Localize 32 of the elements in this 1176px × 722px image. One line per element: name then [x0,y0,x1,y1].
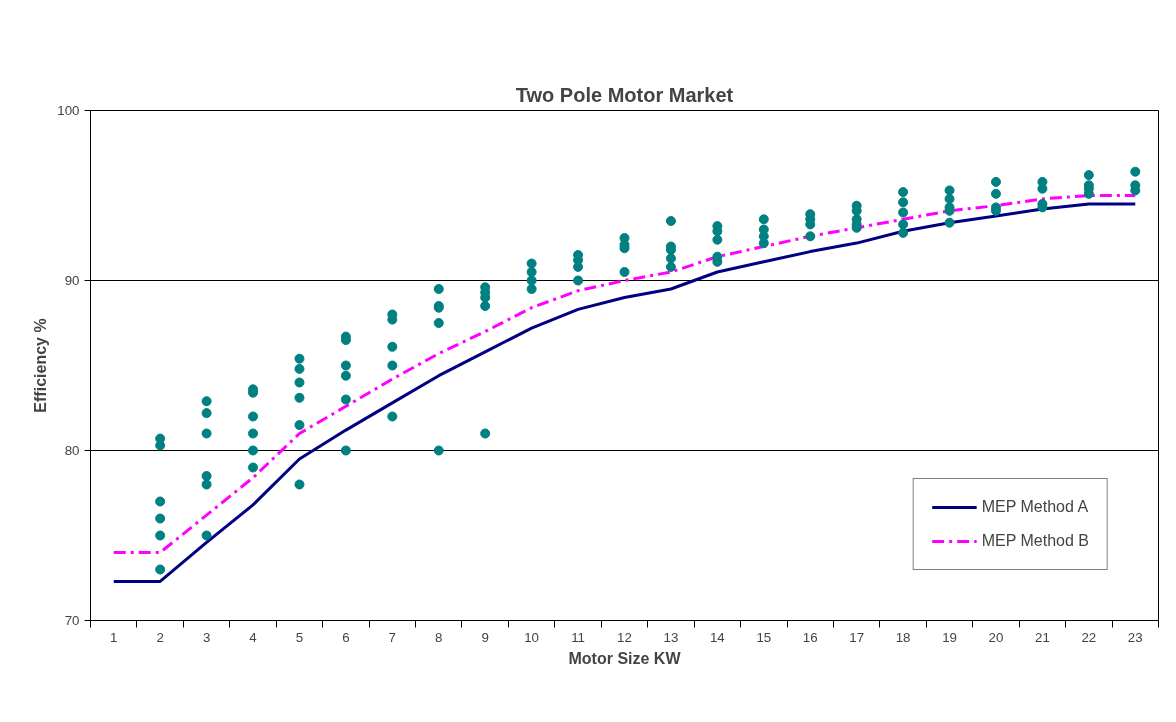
y-tick-label: 80 [64,443,80,458]
x-tick-label: 1 [110,629,118,645]
x-tick-label: 10 [524,629,540,645]
x-tick-label: 16 [802,629,818,645]
x-tick-label: 14 [709,629,726,645]
x-tick-label: 15 [756,629,772,645]
x-tick-label: 2 [156,629,164,645]
x-tick-label: 9 [481,629,489,645]
legend-label: MEP Method B [981,532,1089,550]
legend-label: MEP Method A [981,498,1089,516]
x-tick-label: 4 [249,629,258,645]
x-tick-label: 11 [571,629,585,645]
x-tick-label: 13 [663,629,679,645]
x-tick-label: 7 [388,629,397,645]
x-tick-label: 23 [1127,629,1143,645]
x-axis-title: Motor Size KW [568,649,682,667]
x-tick-label: 20 [988,629,1004,645]
x-tick-label: 6 [342,629,350,645]
chart-title: Two Pole Motor Market [515,83,734,106]
x-tick-label: 3 [202,629,211,645]
y-tick-label: 70 [64,613,80,628]
x-tick-label: 21 [1035,629,1050,645]
x-tick-label: 17 [849,629,865,645]
x-tick-label: 8 [435,629,443,645]
y-tick-label: 100 [57,103,80,118]
x-tick-label: 5 [295,629,304,645]
x-tick-label: 18 [895,629,911,645]
x-tick-label: 22 [1081,629,1097,645]
y-tick-label: 90 [64,273,80,288]
y-axis-title: Efficiency % [32,318,50,413]
x-tick-label: 19 [942,629,957,645]
x-tick-label: 12 [617,629,632,645]
